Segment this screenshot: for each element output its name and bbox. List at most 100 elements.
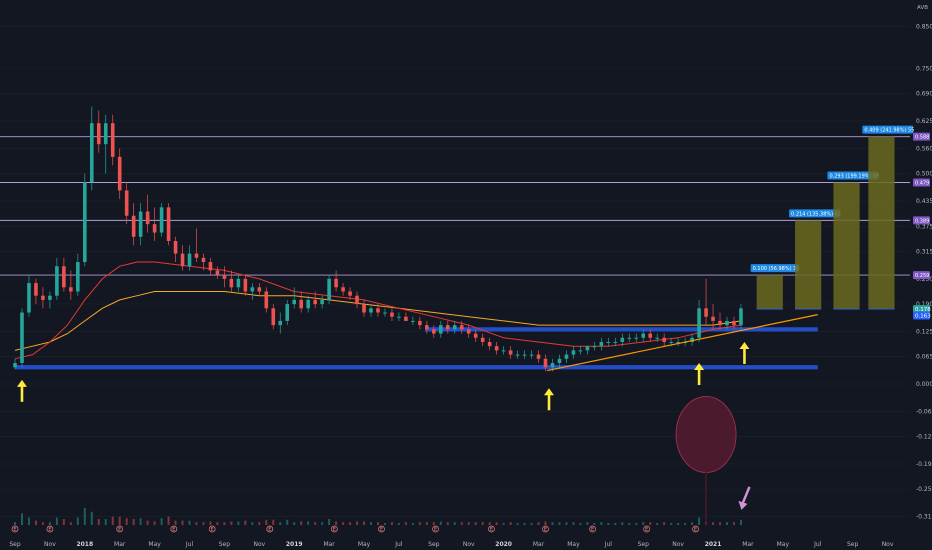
candle-body-94 <box>669 341 673 343</box>
volume-bar-21 <box>160 518 163 525</box>
candle-body-83 <box>592 346 597 348</box>
y-tick-label-14: -0.065 <box>916 408 932 415</box>
candle-body-65 <box>466 329 471 334</box>
candles <box>13 106 743 372</box>
candle-body-1 <box>20 312 24 364</box>
candle-body-12 <box>96 123 101 145</box>
candle-body-40 <box>292 299 297 305</box>
volume-bar-79 <box>565 522 568 525</box>
support-zones <box>15 327 818 370</box>
candle-body-93 <box>662 337 666 342</box>
candle-body-34 <box>250 287 255 292</box>
volume-bar-62 <box>446 522 449 525</box>
candle-body-29 <box>215 270 220 275</box>
projection-label-bg-3 <box>862 125 914 134</box>
volume-bar-34 <box>251 522 254 525</box>
volume-bar-39 <box>286 519 289 525</box>
x-tick-label-16: May <box>567 541 580 548</box>
x-axis[interactable]: Sep Nov 2018 Mar May Jul Sep Nov 2019 Mar May Jul Se… <box>9 541 894 548</box>
y-axis[interactable]: 0.850 0.750 0.690 0.625 0.560 0.500 0.435 0.375… <box>913 23 932 521</box>
candle-body-61 <box>439 325 443 334</box>
candle-body-38 <box>278 320 283 326</box>
candle-body-74 <box>529 354 534 356</box>
candle-body-79 <box>564 354 569 359</box>
candle-body-70 <box>501 350 506 352</box>
earnings-marker-label-1: E <box>48 527 51 533</box>
candle-body-17 <box>131 215 136 237</box>
y-tick-label-4: 0.560 <box>916 145 932 152</box>
earnings-marker-1 <box>46 525 54 533</box>
earnings-marker-9 <box>488 525 495 533</box>
volume-bar-17 <box>132 519 135 525</box>
candle-body-36 <box>264 291 269 309</box>
candle-body-14 <box>110 123 115 157</box>
projection-label-bg-0 <box>750 264 799 273</box>
earnings-marker-0 <box>11 525 19 533</box>
candle-body-99 <box>704 308 708 317</box>
candle-body-103 <box>732 320 736 326</box>
volume-bar-57 <box>411 523 414 525</box>
volume-bar-75 <box>537 522 540 525</box>
earnings-marker-10 <box>542 525 549 533</box>
candle-body-19 <box>145 211 150 225</box>
volume-bar-78 <box>558 522 561 525</box>
candle-body-21 <box>159 207 164 233</box>
x-tick-label-10: May <box>358 541 371 548</box>
candle-body-18 <box>138 211 143 237</box>
volume-bar-80 <box>572 522 575 525</box>
support-zone-1 <box>15 365 818 370</box>
projection-label-0: 0.100 (56.98%) 36 <box>753 266 800 272</box>
earnings-marker-2 <box>116 525 124 533</box>
volume-bar-32 <box>237 521 240 525</box>
arrow-up-head-1 <box>544 388 554 396</box>
earnings-marker-4 <box>208 525 216 533</box>
volume-bar-3 <box>34 520 37 525</box>
level-tag-3: 0.259 <box>915 273 929 279</box>
volume-bar-25 <box>188 520 191 525</box>
volume-bar-41 <box>300 521 303 525</box>
y-tick-label-17: -0.250 <box>916 486 932 493</box>
candle-body-16 <box>124 190 129 216</box>
volume-bar-22 <box>167 516 170 525</box>
volume-bar-10 <box>83 507 86 525</box>
candle-body-46 <box>334 278 338 288</box>
price-tag-bg-1 <box>913 311 930 320</box>
candle-body-56 <box>404 316 408 321</box>
volume-bar-53 <box>383 523 386 525</box>
level-tag-bg-1 <box>913 178 930 187</box>
x-tick-label-2: 2018 <box>76 541 93 548</box>
x-tick-label-12: Sep <box>428 541 440 548</box>
candle-body-102 <box>725 320 729 326</box>
projection-bar-1 <box>795 220 822 310</box>
x-tick-label-20: 2021 <box>705 541 722 548</box>
volume-bar-89 <box>635 523 638 525</box>
earnings-marker-12 <box>643 525 651 533</box>
earnings-marker-label-2: E <box>118 527 121 533</box>
candle-body-68 <box>487 341 492 347</box>
arrow-up-head-0 <box>16 379 27 387</box>
volume-bar-43 <box>314 522 317 525</box>
volume-bar-20 <box>153 521 156 525</box>
volume-bar-9 <box>76 517 79 525</box>
volume-bar-70 <box>502 523 505 525</box>
volume-bar-0 <box>14 522 16 525</box>
volume-bar-54 <box>390 522 393 525</box>
volume-bar-19 <box>146 520 149 525</box>
candle-body-45 <box>327 278 331 300</box>
volume-bar-12 <box>97 519 100 525</box>
volume-bar-68 <box>488 522 491 525</box>
volume-bar-36 <box>265 519 268 525</box>
volume-bar-52 <box>376 522 379 525</box>
volume-bar-76 <box>544 521 547 525</box>
volume-bar-93 <box>663 522 666 525</box>
x-tick-label-5: Jul <box>185 541 194 548</box>
x-tick-label-4: May <box>148 541 161 548</box>
candle-body-50 <box>362 304 366 313</box>
candle-body-3 <box>34 283 38 296</box>
volume-bar-27 <box>202 522 205 525</box>
earnings-marker-7 <box>378 525 385 533</box>
y-tick-label-5: 0.500 <box>916 171 932 178</box>
volume-bar-40 <box>293 522 296 525</box>
